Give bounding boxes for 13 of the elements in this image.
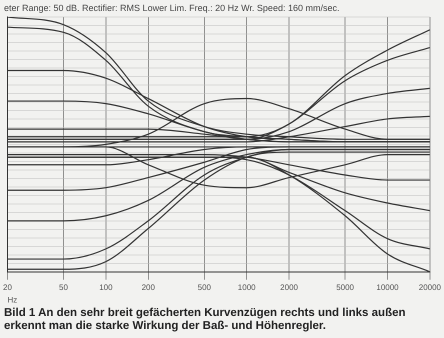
x-tick-label: 200 bbox=[142, 282, 156, 292]
x-axis-title: Hz bbox=[7, 295, 18, 304]
x-tick-label: 1000 bbox=[238, 282, 256, 292]
chart-title: eter Range: 50 dB. Rectifier: RMS Lower Lim. Freq.: 20 Hz Wr. Speed: 160 mm/sec. bbox=[3, 2, 340, 15]
x-tick-label: 2000 bbox=[280, 282, 299, 292]
text: Bild 1 An den sehr breit gefächerten Kurvenzügen rechts und links außen erkennt man die starke Wirkung der Baß- und Höhenregler. bbox=[3, 306, 407, 333]
x-tick-label: 5000 bbox=[336, 282, 355, 292]
x-tick-label: 10000 bbox=[376, 282, 400, 292]
x-tick-label: 50 bbox=[59, 282, 68, 292]
x-tick-label: 20000 bbox=[418, 282, 442, 292]
x-tick-label: 500 bbox=[198, 282, 212, 292]
x-tick-label: 20 bbox=[2, 282, 12, 292]
x-tick-label: 100 bbox=[99, 282, 114, 292]
